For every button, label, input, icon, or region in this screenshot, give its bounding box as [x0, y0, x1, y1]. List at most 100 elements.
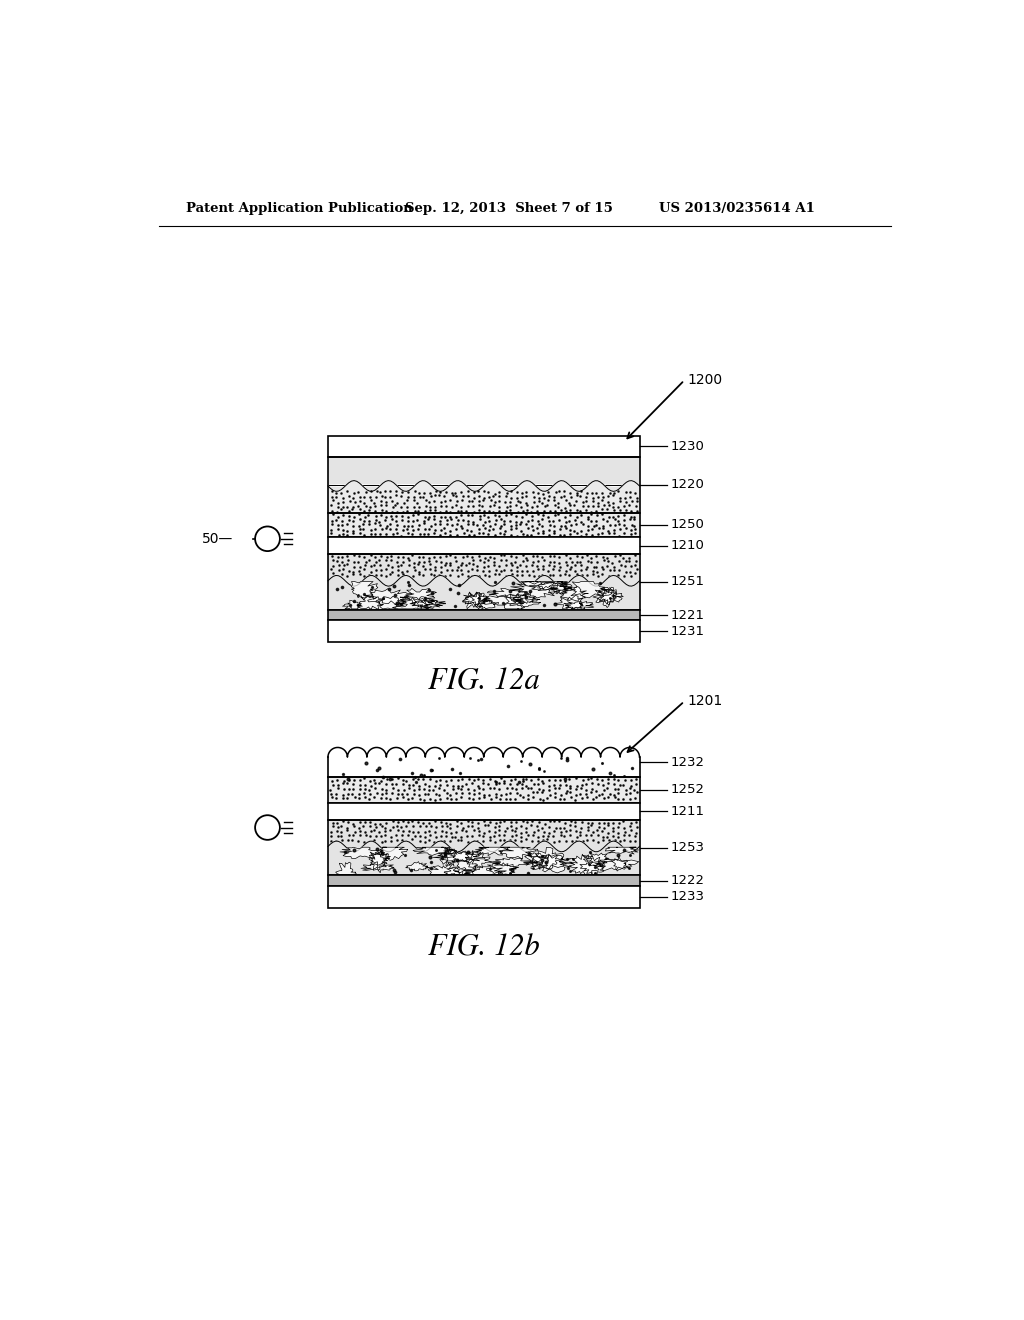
Text: 1250: 1250: [671, 519, 705, 532]
Text: 1230: 1230: [671, 440, 705, 453]
Text: 1201: 1201: [687, 694, 723, 709]
Text: 1232: 1232: [671, 755, 705, 768]
Polygon shape: [444, 867, 472, 874]
Polygon shape: [457, 858, 478, 874]
Polygon shape: [336, 862, 356, 874]
Bar: [328, 457, 640, 512]
Polygon shape: [328, 480, 640, 512]
Polygon shape: [328, 576, 640, 610]
Polygon shape: [392, 597, 437, 609]
Polygon shape: [538, 582, 572, 594]
Polygon shape: [529, 582, 572, 590]
Text: Patent Application Publication: Patent Application Publication: [186, 202, 413, 215]
Polygon shape: [513, 595, 540, 605]
Text: FIG. 12a: FIG. 12a: [428, 668, 540, 696]
Text: US 2013/0235614 A1: US 2013/0235614 A1: [658, 202, 815, 215]
Text: 1251: 1251: [671, 576, 705, 589]
Polygon shape: [612, 857, 628, 871]
Polygon shape: [560, 586, 588, 601]
Polygon shape: [564, 582, 612, 598]
Polygon shape: [531, 854, 573, 873]
Polygon shape: [504, 593, 524, 609]
Polygon shape: [569, 854, 601, 874]
Bar: [328, 803, 640, 820]
Polygon shape: [402, 589, 436, 606]
Polygon shape: [359, 595, 384, 609]
Polygon shape: [554, 595, 584, 609]
Polygon shape: [361, 862, 394, 873]
Polygon shape: [440, 847, 457, 866]
Text: 1222: 1222: [671, 874, 705, 887]
Polygon shape: [376, 597, 408, 609]
Bar: [328, 436, 640, 457]
Bar: [328, 886, 640, 908]
Polygon shape: [406, 862, 430, 871]
Polygon shape: [593, 589, 616, 605]
Bar: [328, 537, 640, 554]
Polygon shape: [564, 602, 594, 609]
Polygon shape: [524, 851, 548, 870]
Polygon shape: [365, 589, 414, 606]
Text: 1233: 1233: [671, 890, 705, 903]
Text: 1220: 1220: [671, 478, 705, 491]
Text: 1221: 1221: [671, 609, 705, 622]
Text: 1231: 1231: [671, 624, 705, 638]
Polygon shape: [463, 593, 485, 609]
Polygon shape: [510, 598, 541, 607]
Bar: [328, 820, 640, 875]
Polygon shape: [342, 601, 362, 609]
Polygon shape: [490, 858, 538, 866]
Polygon shape: [445, 851, 484, 863]
Polygon shape: [487, 589, 530, 598]
Polygon shape: [486, 863, 519, 874]
Bar: [328, 554, 640, 610]
Polygon shape: [583, 853, 612, 866]
Polygon shape: [414, 601, 445, 609]
Bar: [328, 758, 640, 776]
Polygon shape: [410, 597, 435, 609]
Polygon shape: [463, 593, 490, 605]
Text: 1252: 1252: [671, 783, 705, 796]
Text: 1210: 1210: [671, 539, 705, 552]
Polygon shape: [522, 582, 568, 589]
Polygon shape: [377, 847, 408, 861]
Text: FIG. 12b: FIG. 12b: [428, 933, 540, 961]
Bar: [328, 610, 640, 620]
Polygon shape: [482, 594, 523, 605]
Polygon shape: [413, 847, 457, 855]
Polygon shape: [530, 847, 564, 870]
Polygon shape: [580, 855, 605, 874]
Polygon shape: [593, 859, 639, 870]
Polygon shape: [433, 851, 475, 863]
Polygon shape: [462, 867, 506, 874]
Bar: [328, 554, 640, 610]
Bar: [328, 512, 640, 537]
Polygon shape: [469, 591, 489, 607]
Text: 1200: 1200: [687, 374, 723, 387]
Bar: [328, 512, 640, 537]
Polygon shape: [511, 582, 560, 598]
Polygon shape: [597, 587, 624, 605]
Polygon shape: [499, 847, 538, 859]
Bar: [328, 620, 640, 642]
Bar: [328, 457, 640, 512]
Text: 1211: 1211: [671, 805, 705, 818]
Text: 1253: 1253: [671, 841, 705, 854]
Polygon shape: [340, 847, 383, 858]
Bar: [328, 776, 640, 803]
Polygon shape: [328, 841, 640, 875]
Polygon shape: [474, 847, 513, 855]
Polygon shape: [551, 583, 568, 594]
Polygon shape: [351, 582, 378, 601]
Polygon shape: [599, 587, 616, 607]
Text: Sep. 12, 2013  Sheet 7 of 15: Sep. 12, 2013 Sheet 7 of 15: [406, 202, 613, 215]
Polygon shape: [328, 747, 640, 776]
Polygon shape: [531, 855, 566, 869]
Text: 50—: 50—: [202, 532, 233, 545]
Bar: [328, 776, 640, 803]
Bar: [328, 820, 640, 875]
Polygon shape: [466, 850, 492, 869]
Polygon shape: [369, 853, 387, 870]
Polygon shape: [428, 865, 460, 874]
Polygon shape: [370, 849, 390, 867]
